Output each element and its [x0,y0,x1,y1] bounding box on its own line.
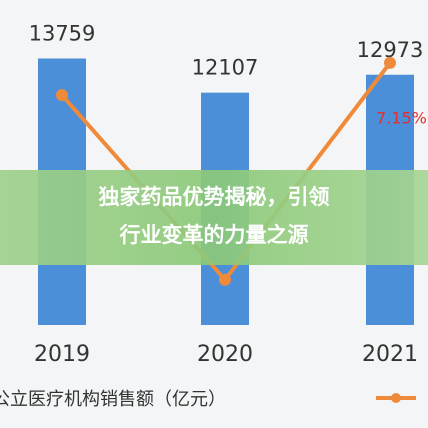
value-label: 12107 [192,56,259,80]
x-tick-label: 2019 [34,342,90,367]
line-point [384,56,396,69]
banner-line: 行业变革的力量之源 [119,223,309,247]
x-tick-label: 2020 [197,342,253,367]
legend-swatch-point [391,393,401,403]
banner [0,170,428,265]
x-tick-label: 2021 [362,342,418,367]
line-point [219,273,231,286]
banner-line: 独家药品优势揭秘，引领 [99,185,330,209]
line-point [56,89,68,102]
line-value-label: 7.15% [376,108,427,127]
legend-label: 公立医疗机构销售额（亿元） [0,389,226,410]
value-label: 13759 [29,21,96,45]
